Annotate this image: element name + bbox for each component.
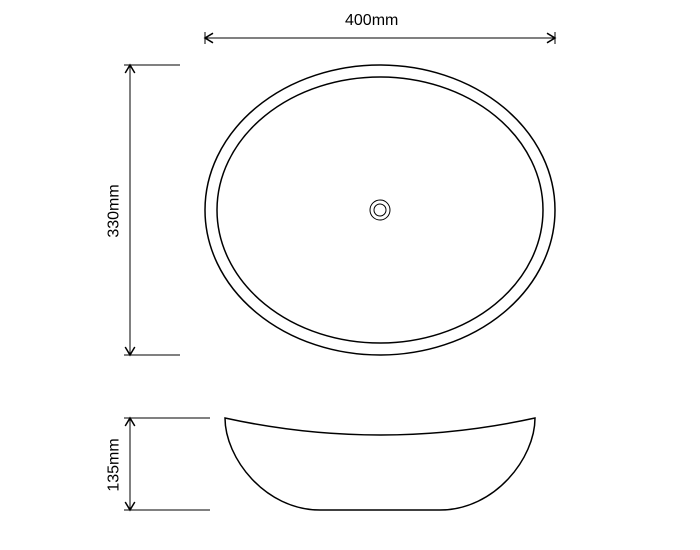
dimension-height-label: 135mm [106, 438, 124, 491]
dimension-depth-label: 330mm [106, 184, 124, 237]
dimension-width-label: 400mm [345, 12, 398, 30]
diagram-canvas: 400mm 330mm 135mm [0, 0, 700, 550]
